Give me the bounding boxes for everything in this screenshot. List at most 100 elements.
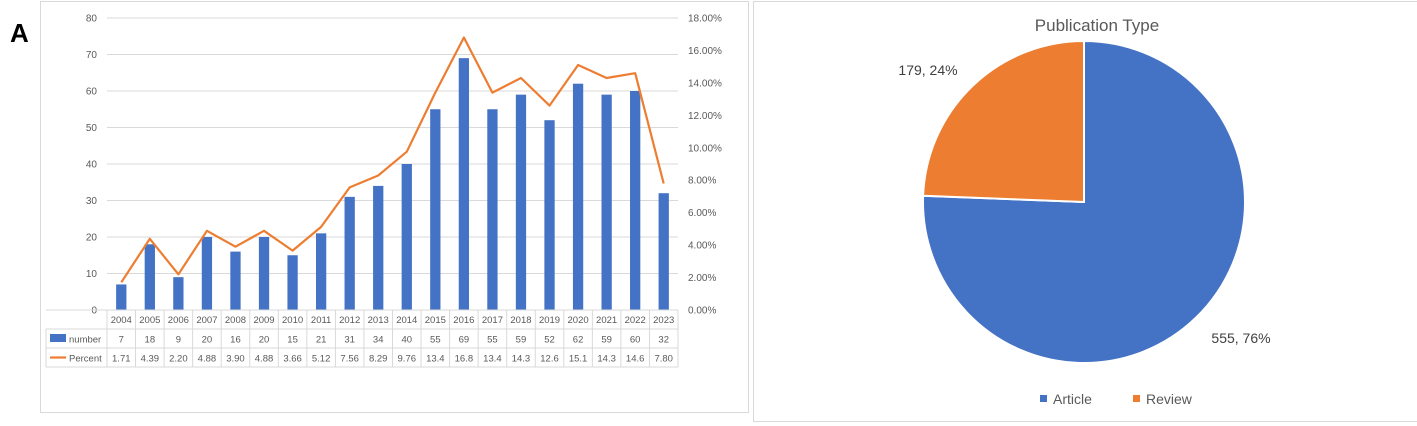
y2-tick-label: 0.00% bbox=[688, 306, 716, 317]
bar bbox=[315, 233, 327, 310]
table-cell-number: 52 bbox=[544, 335, 555, 346]
table-cell-percent: 7.56 bbox=[340, 354, 359, 365]
table-cell-number: 34 bbox=[373, 335, 384, 346]
x-tick-label: 2023 bbox=[653, 315, 674, 326]
bar bbox=[344, 196, 355, 310]
combo-chart: 0 10 20 30 40 50 60 70 80 0.00% 2.00% 4.00% 6.00% 8.0… bbox=[45, 14, 722, 368]
table-cell-number: 59 bbox=[516, 335, 527, 346]
table-cell-number: 15 bbox=[287, 335, 298, 346]
table-cell-percent: 14.6 bbox=[626, 354, 645, 365]
bar bbox=[544, 120, 555, 310]
panel-a-letter: A bbox=[10, 18, 29, 48]
legend-key-review bbox=[1133, 395, 1140, 402]
x-tick-label: 2014 bbox=[396, 315, 417, 326]
bar bbox=[373, 185, 384, 310]
x-tick-label: 2021 bbox=[596, 315, 617, 326]
percent-line bbox=[120, 36, 665, 283]
table-cell-percent: 4.88 bbox=[255, 354, 274, 365]
table-cell-percent: 1.71 bbox=[112, 354, 130, 365]
table-cell-number: 60 bbox=[630, 335, 641, 346]
table-cell-number: 31 bbox=[344, 335, 355, 346]
table-cell-percent: 12.6 bbox=[540, 354, 559, 365]
y2-tick-label: 4.00% bbox=[688, 241, 716, 252]
x-tick-label: 2013 bbox=[368, 315, 389, 326]
pie-chart: Publication Type 555, 76% 179, 24% Article R… bbox=[898, 16, 1270, 407]
pie-title: Publication Type bbox=[1035, 16, 1159, 35]
table-cell-number: 32 bbox=[658, 335, 669, 346]
y-tick-label: 30 bbox=[86, 196, 98, 207]
x-tick-label: 2022 bbox=[625, 315, 646, 326]
table-cell-number: 62 bbox=[573, 335, 584, 346]
y2-tick-label: 12.00% bbox=[688, 111, 722, 122]
bar bbox=[515, 94, 527, 311]
table-cell-percent: 4.88 bbox=[198, 354, 217, 365]
table-cell-number: 59 bbox=[601, 335, 612, 346]
x-tick-label: 2012 bbox=[339, 315, 360, 326]
bar bbox=[601, 94, 612, 311]
bar bbox=[401, 164, 412, 310]
x-tick-label: 2011 bbox=[311, 315, 331, 326]
bar bbox=[287, 255, 298, 310]
bar bbox=[630, 91, 641, 310]
table-cell-number: 18 bbox=[145, 335, 156, 346]
y-tick-label: 60 bbox=[86, 87, 98, 98]
x-tick-label: 2009 bbox=[253, 315, 274, 326]
table-cell-percent: 4.39 bbox=[141, 354, 160, 365]
bar bbox=[173, 277, 184, 310]
bar bbox=[230, 251, 241, 310]
x-tick-label: 2015 bbox=[425, 315, 446, 326]
data-label-article: 555, 76% bbox=[1211, 330, 1270, 346]
y2-tick-label: 2.00% bbox=[688, 273, 716, 284]
y2-tick-label: 6.00% bbox=[688, 208, 716, 219]
y-tick-label: 10 bbox=[86, 269, 98, 280]
y2-tick-label: 8.00% bbox=[688, 176, 716, 187]
x-tick-label: 2006 bbox=[168, 315, 189, 326]
legend-label-article: Article bbox=[1053, 391, 1092, 407]
bar bbox=[658, 193, 669, 310]
table-cell-percent: 16.8 bbox=[455, 354, 474, 365]
y2-tick-label: 14.00% bbox=[688, 78, 722, 89]
table-cell-percent: 9.76 bbox=[398, 354, 417, 365]
x-tick-label: 2017 bbox=[482, 315, 503, 326]
table-cell-percent: 14.3 bbox=[597, 354, 616, 365]
combo-chart-panel: 0 10 20 30 40 50 60 70 80 0.00% 2.00% 4.00% 6.00% 8.0… bbox=[40, 1, 749, 413]
x-tick-label: 2010 bbox=[282, 315, 303, 326]
table-cell-percent: 5.12 bbox=[312, 354, 331, 365]
table-cell-percent: 3.66 bbox=[283, 354, 302, 365]
y-tick-label: 0 bbox=[91, 306, 97, 317]
pie-slice-review bbox=[922, 39, 1085, 204]
table-cell-number: 69 bbox=[459, 335, 470, 346]
data-label-review: 179, 24% bbox=[898, 62, 957, 78]
bar bbox=[116, 284, 127, 310]
x-tick-label: 2007 bbox=[196, 315, 217, 326]
table-cell-number: 20 bbox=[202, 335, 213, 346]
legend-key-number bbox=[50, 334, 66, 342]
x-tick-label: 2018 bbox=[510, 315, 531, 326]
x-tick-label: 2019 bbox=[539, 315, 560, 326]
table-cell-number: 7 bbox=[119, 335, 124, 346]
x-tick-label: 2020 bbox=[568, 315, 589, 326]
y-tick-label: 40 bbox=[86, 160, 98, 171]
bar bbox=[487, 109, 498, 310]
table-cell-percent: 2.20 bbox=[169, 354, 188, 365]
y-tick-label: 20 bbox=[86, 233, 98, 244]
x-tick-label: 2005 bbox=[139, 315, 160, 326]
bar bbox=[430, 109, 441, 310]
table-cell-number: 55 bbox=[430, 335, 441, 346]
table-cell-percent: 7.80 bbox=[654, 354, 673, 365]
bar bbox=[572, 83, 584, 310]
table-cell-percent: 15.1 bbox=[569, 354, 588, 365]
table-cell-number: 40 bbox=[401, 335, 412, 346]
y-tick-label: 80 bbox=[86, 14, 98, 25]
y-tick-label: 70 bbox=[86, 50, 98, 61]
table-cell-number: 55 bbox=[487, 335, 498, 346]
table-cell-number: 21 bbox=[316, 335, 327, 346]
table-cell-percent: 13.4 bbox=[426, 354, 445, 365]
bar bbox=[144, 244, 155, 310]
y-tick-label: 50 bbox=[86, 123, 98, 134]
y2-tick-label: 10.00% bbox=[688, 143, 722, 154]
bar bbox=[258, 237, 270, 310]
table-cell-number: 9 bbox=[176, 335, 181, 346]
x-tick-label: 2008 bbox=[225, 315, 246, 326]
table-cell-percent: 13.4 bbox=[483, 354, 502, 365]
